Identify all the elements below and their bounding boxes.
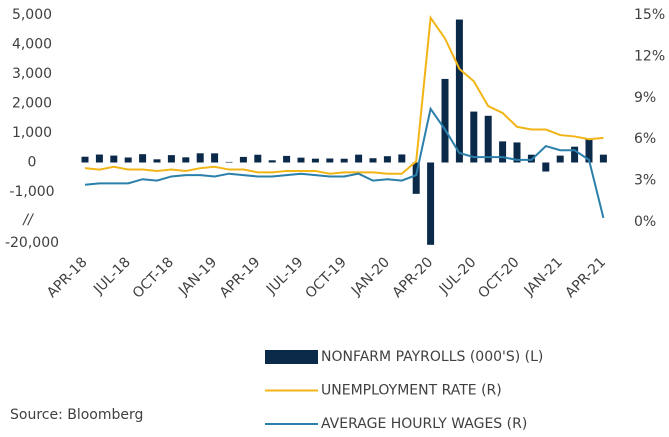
y-tick-label: 0 — [28, 155, 37, 171]
x-tick-label: JAN-21 — [521, 254, 566, 299]
bar — [283, 155, 291, 163]
x-tick-label: JAN-19 — [175, 254, 220, 299]
x-tick-label: APR-19 — [217, 254, 264, 301]
bar — [571, 146, 579, 163]
legend-label: AVERAGE HOURLY WAGES (R) — [321, 416, 527, 432]
bar — [268, 160, 276, 163]
y2-tick-label: 12% — [634, 48, 665, 64]
bar — [599, 154, 607, 163]
bar — [455, 19, 463, 163]
bar — [110, 155, 118, 163]
y-tick-label: -20,000 — [5, 235, 59, 251]
bar — [542, 162, 550, 172]
x-tick-label: APR-21 — [562, 254, 609, 301]
y-tick-label: 2,000 — [12, 96, 52, 112]
x-tick-label: OCT-18 — [130, 254, 177, 301]
bar — [398, 154, 406, 163]
bar — [95, 154, 103, 163]
source: Source: Bloomberg — [10, 407, 143, 423]
bar — [182, 157, 190, 163]
bar — [225, 161, 233, 163]
y2-tick-label: 6% — [634, 131, 656, 147]
y-tick-label: 1,000 — [12, 125, 52, 141]
axis-break: // — [21, 212, 34, 228]
bar — [585, 139, 593, 163]
bar — [297, 157, 305, 163]
x-tick-label: JUL-19 — [263, 254, 307, 298]
y2-tick-label: 3% — [634, 173, 656, 189]
y-tick-label: 4,000 — [12, 37, 52, 53]
y2-tick-label: 15% — [634, 7, 665, 23]
bar — [239, 156, 247, 163]
bar — [81, 156, 89, 163]
line — [84, 106, 605, 219]
bar — [556, 155, 564, 163]
bar — [499, 141, 507, 163]
bar — [369, 158, 377, 163]
bar — [412, 162, 420, 194]
bar — [326, 158, 334, 163]
bar — [427, 162, 435, 245]
legend-label: UNEMPLOYMENT RATE (R) — [321, 383, 502, 399]
bar — [513, 142, 521, 163]
bar — [139, 154, 147, 163]
x-tick-label: JUL-18 — [90, 254, 134, 298]
bar — [167, 155, 175, 163]
line — [84, 14, 604, 175]
legend-label: NONFARM PAYROLLS (000'S) (L) — [321, 349, 543, 365]
x-tick-label: APR-18 — [44, 254, 91, 301]
bar — [254, 154, 262, 163]
y2-tick-label: 0% — [634, 214, 656, 230]
y-tick-label: 3,000 — [12, 66, 52, 82]
x-tick-label: OCT-19 — [303, 254, 350, 301]
bar — [211, 153, 219, 163]
bar — [383, 156, 391, 163]
bar — [124, 157, 132, 163]
x-tick-label: OCT-20 — [475, 254, 522, 301]
bar — [470, 111, 478, 163]
y2-tick-label: 9% — [634, 90, 656, 106]
x-tick-label: JUL-20 — [436, 254, 480, 298]
bar — [311, 158, 319, 163]
bar — [355, 154, 363, 163]
bar — [340, 158, 348, 163]
bar — [196, 153, 204, 163]
bar — [441, 78, 449, 163]
x-tick-label: JAN-20 — [348, 254, 393, 299]
y-tick-label: 5,000 — [12, 7, 52, 23]
y-tick-label: -1,000 — [9, 184, 54, 200]
bar — [153, 159, 161, 163]
legend-swatch — [265, 350, 318, 364]
x-tick-label: APR-20 — [390, 254, 437, 301]
bar — [484, 115, 492, 163]
